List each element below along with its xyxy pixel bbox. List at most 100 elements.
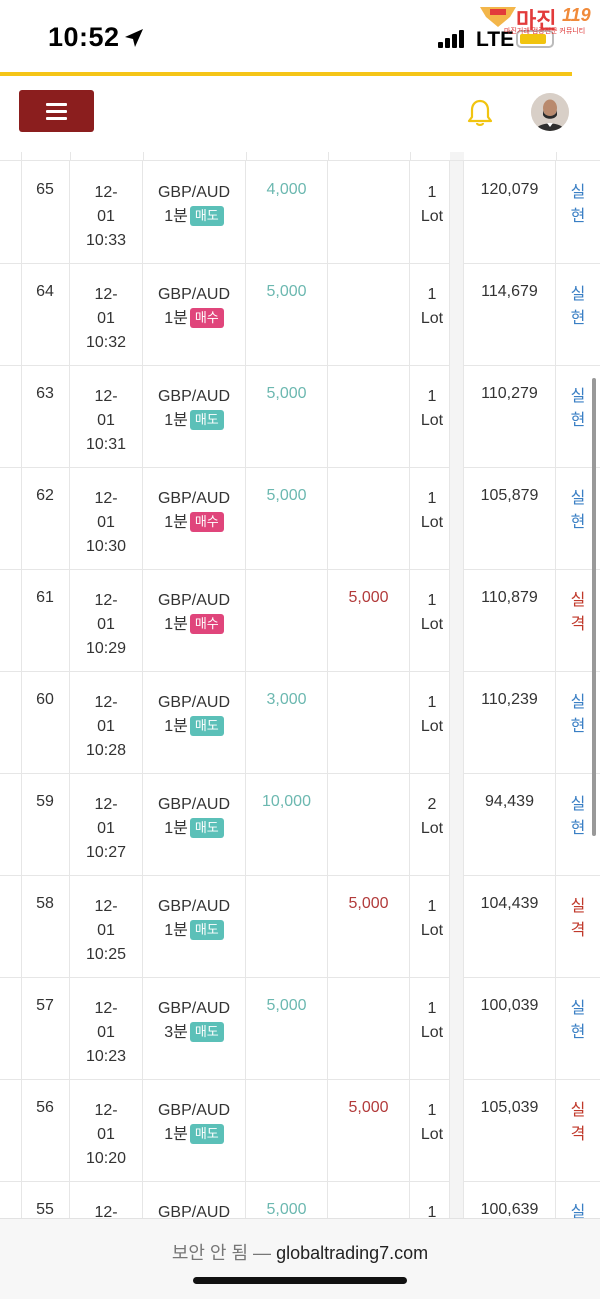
- trade-history-table[interactable]: 65 12- 01 10:33 GBP/AUD 1분 매도 4,000 1 Lot 120,079 실…: [0, 152, 600, 1218]
- result-line-1: 실: [570, 286, 586, 303]
- currency-pair: GBP/AUD: [157, 898, 230, 915]
- cell-number: 57: [21, 977, 70, 1079]
- column-gap: [450, 773, 464, 875]
- insecure-label: 보안 안 됨 —: [171, 1243, 272, 1263]
- date-line-1: 12-: [94, 796, 118, 813]
- table-row[interactable]: 56 12- 01 10:20 GBP/AUD 1분 매도 5,000 1 Lot 105,039 실…: [0, 1079, 600, 1182]
- lot-unit: Lot: [420, 310, 444, 327]
- cell-profit: [246, 875, 328, 977]
- side-badge: 매수: [189, 614, 224, 634]
- result-line-1: 실: [570, 898, 586, 915]
- cell-lot: 1 Lot: [410, 875, 450, 977]
- time-line: 10:23: [85, 1048, 127, 1065]
- period: 1분: [164, 718, 188, 735]
- table-row[interactable]: 59 12- 01 10:27 GBP/AUD 1분 매도 10,000 2 Lot 94,439 실…: [0, 773, 600, 876]
- lot-count: 1: [427, 388, 437, 405]
- currency-pair: GBP/AUD: [157, 1204, 230, 1218]
- cell-instrument: GBP/AUD 1분 매도: [143, 671, 246, 773]
- cell-number: 62: [21, 467, 70, 569]
- date-line-1: 12-: [94, 1102, 118, 1119]
- period: 1분: [164, 514, 188, 531]
- cell-balance: 100,639: [464, 1181, 556, 1218]
- table-row[interactable]: 61 12- 01 10:29 GBP/AUD 1분 매수 5,000 1 Lot 110,879 실…: [0, 569, 600, 672]
- cell-lot: 1 Lot: [410, 467, 450, 569]
- side-badge: 매수: [189, 308, 224, 328]
- date-line-2: 01: [97, 616, 115, 633]
- time-line: 10:32: [85, 334, 127, 351]
- table-row[interactable]: 64 12- 01 10:32 GBP/AUD 1분 매수 5,000 1 Lot 114,679 실…: [0, 263, 600, 366]
- cell-profit: [246, 569, 328, 671]
- cell-loss: [328, 365, 410, 467]
- avatar[interactable]: [531, 93, 569, 131]
- cell-lot: 1 Lot: [410, 263, 450, 365]
- lot-count: 1: [427, 898, 437, 915]
- date-line-1: 12-: [94, 694, 118, 711]
- cell-datetime: 12- 01 10:28: [70, 671, 143, 773]
- result-line-1: 실: [570, 388, 586, 405]
- date-line-1: 12-: [94, 490, 118, 507]
- side-badge: 매수: [189, 512, 224, 532]
- time-line: 10:27: [85, 844, 127, 861]
- result-line-2: 현: [570, 718, 586, 735]
- lot-count: 1: [427, 490, 437, 507]
- table-row[interactable]: 60 12- 01 10:28 GBP/AUD 1분 매도 3,000 1 Lot 110,239 실…: [0, 671, 600, 774]
- result-line-2: 현: [570, 310, 586, 327]
- side-badge: 매도: [189, 716, 224, 736]
- cell-datetime: 12- 01 10:33: [70, 161, 143, 263]
- cell-loss: [328, 1181, 410, 1218]
- table-row[interactable]: 63 12- 01 10:31 GBP/AUD 1분 매도 5,000 1 Lot 110,279 실…: [0, 365, 600, 468]
- cell-balance: 105,039: [464, 1079, 556, 1181]
- period: 1분: [164, 922, 188, 939]
- cell-instrument: GBP/AUD 1분 매수: [143, 569, 246, 671]
- result-line-2: 격: [570, 922, 586, 939]
- cell-number: 65: [21, 161, 70, 263]
- cell-lot: 1 Lot: [410, 161, 450, 263]
- watermark-subtitle: 마진거래 검증전문 커뮤니티: [504, 28, 586, 35]
- result-line-2: 현: [570, 412, 586, 429]
- period: 3분: [164, 1024, 188, 1041]
- browser-address-bar[interactable]: 보안 안 됨 — globaltrading7.com: [0, 1218, 600, 1299]
- home-indicator[interactable]: [193, 1277, 407, 1284]
- cell-profit: 5,000: [246, 1181, 328, 1218]
- cell-instrument: GBP/AUD 1분 매도: [143, 161, 246, 263]
- cell-balance: 120,079: [464, 161, 556, 263]
- site-domain[interactable]: globaltrading7.com: [276, 1243, 429, 1263]
- battery-icon: [516, 30, 554, 48]
- scrollbar[interactable]: [592, 378, 596, 836]
- location-arrow-icon: [125, 29, 143, 47]
- date-line-2: 01: [97, 310, 115, 327]
- date-line-1: 12-: [94, 592, 118, 609]
- result-line-1: 실: [570, 1000, 586, 1017]
- bell-icon[interactable]: [466, 98, 494, 128]
- side-badge: 매도: [189, 206, 224, 226]
- result-line-1: 실: [570, 1204, 586, 1218]
- table-row[interactable]: 58 12- 01 10:25 GBP/AUD 1분 매도 5,000 1 Lot 104,439 실…: [0, 875, 600, 978]
- date-line-1: 12-: [94, 286, 118, 303]
- column-gap: [450, 671, 464, 773]
- side-badge: 매도: [189, 818, 224, 838]
- cell-loss: [328, 161, 410, 263]
- date-line-2: 01: [97, 412, 115, 429]
- lot-count: 1: [427, 592, 437, 609]
- watermark-number: 119: [562, 5, 591, 25]
- lot-unit: Lot: [420, 412, 444, 429]
- table-row[interactable]: 65 12- 01 10:33 GBP/AUD 1분 매도 4,000 1 Lot 120,079 실…: [0, 161, 600, 264]
- hamburger-menu-button[interactable]: [19, 90, 94, 132]
- cell-instrument: GBP/AUD 1분 매수: [143, 263, 246, 365]
- date-line-1: 12-: [94, 184, 118, 201]
- table-row[interactable]: 62 12- 01 10:30 GBP/AUD 1분 매수 5,000 1 Lot 105,879 실…: [0, 467, 600, 570]
- table-row[interactable]: 57 12- 01 10:23 GBP/AUD 3분 매도 5,000 1 Lot 100,039 실…: [0, 977, 600, 1080]
- badge-logo-icon: [480, 7, 516, 27]
- cell-lot: 1 Lot: [410, 569, 450, 671]
- result-line-2: 현: [570, 514, 586, 531]
- table-row[interactable]: 55 12- GBP/AUD 5,000 1 100,639 실: [0, 1181, 600, 1218]
- period: 1분: [164, 208, 188, 225]
- column-gap: [450, 1079, 464, 1181]
- user-avatar-icon: [531, 93, 569, 131]
- cell-lot: 1 Lot: [410, 671, 450, 773]
- currency-pair: GBP/AUD: [157, 1000, 230, 1017]
